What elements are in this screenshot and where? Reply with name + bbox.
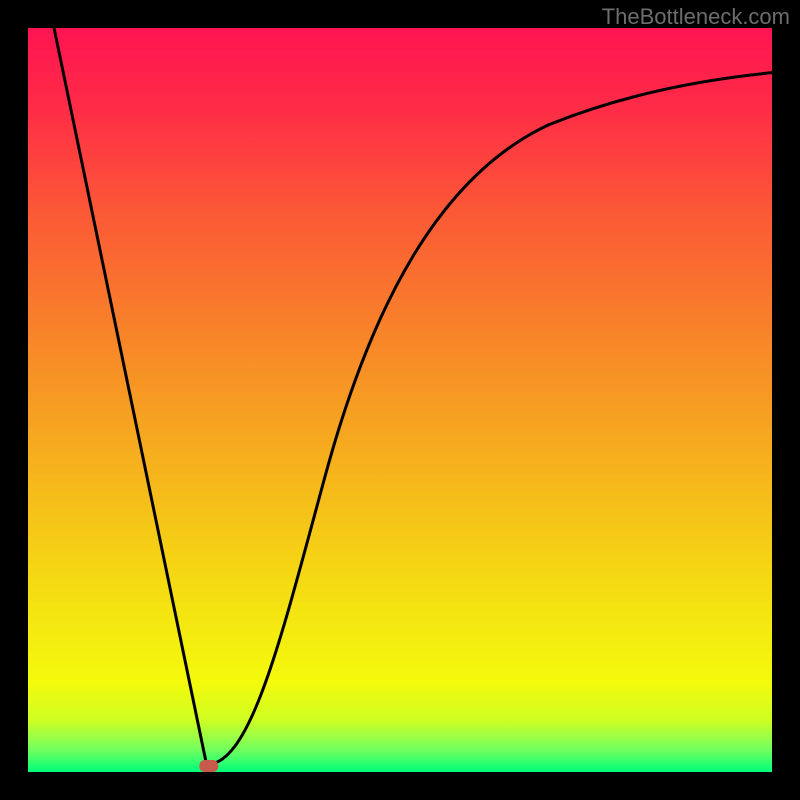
chart-frame: TheBottleneck.com <box>0 0 800 800</box>
watermark-text: TheBottleneck.com <box>602 4 790 30</box>
minimum-marker <box>200 761 218 772</box>
bottleneck-chart <box>0 0 800 800</box>
chart-background-gradient <box>28 28 772 772</box>
